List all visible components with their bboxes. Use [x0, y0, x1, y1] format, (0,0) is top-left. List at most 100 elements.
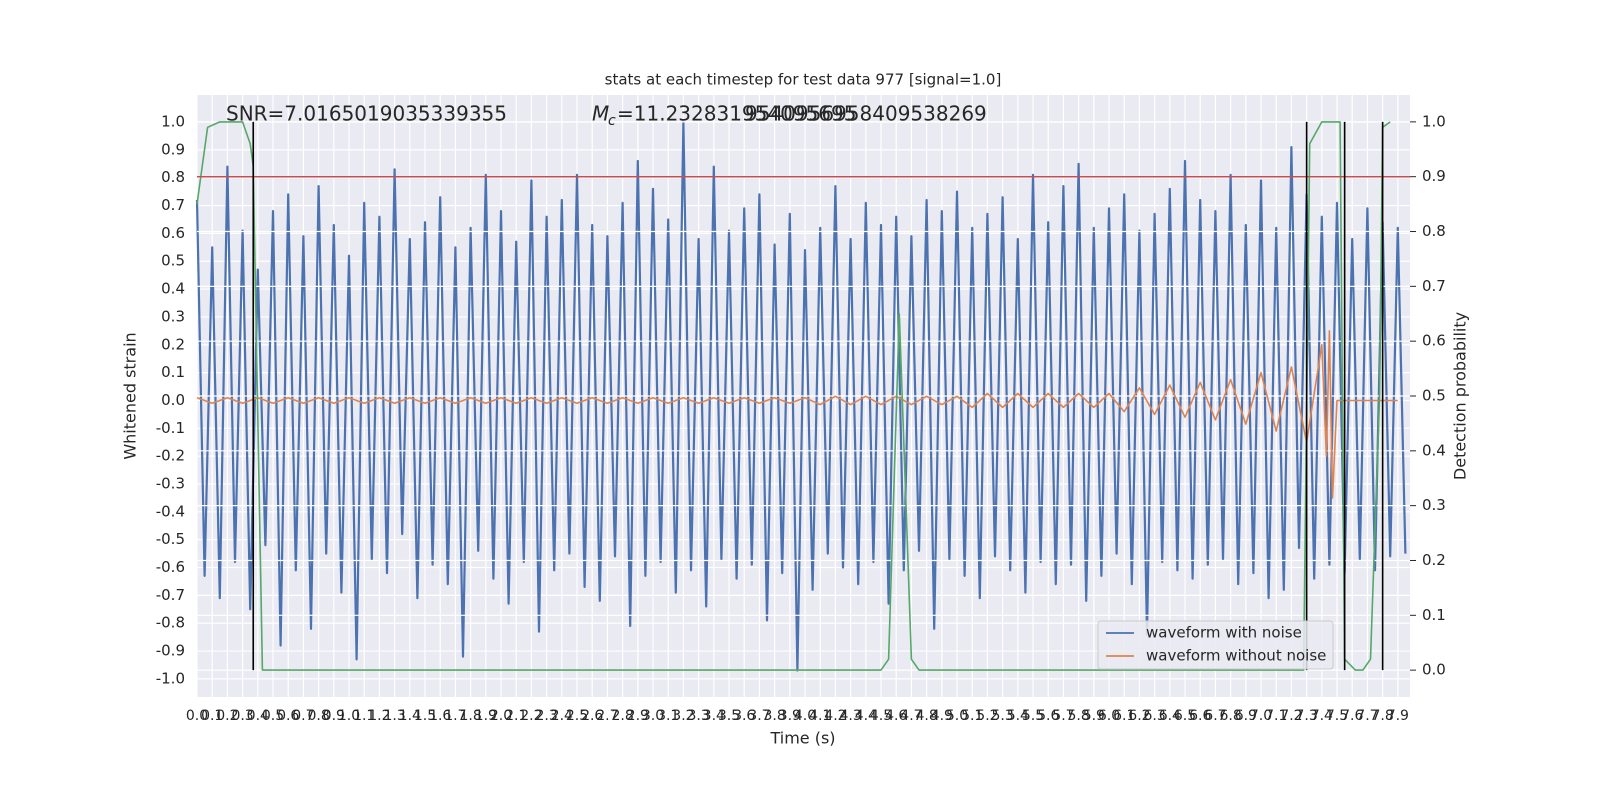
y2-tick-label: 0.7 — [1422, 277, 1446, 295]
x-tick-label: 5.4 — [1007, 708, 1029, 724]
x-tick-label: 2.7 — [596, 708, 618, 724]
y-tick-label: 0.8 — [161, 168, 185, 186]
x-tick-label: 3.7 — [748, 708, 770, 724]
x-tick-label: 5.8 — [1067, 708, 1089, 724]
legend-label: waveform with noise — [1146, 624, 1302, 642]
x-tick-label: 3.6 — [733, 708, 755, 724]
x-tick-label: 7.8 — [1372, 708, 1394, 724]
x-tick-label: 6.0 — [1098, 708, 1120, 724]
y-axis-label: Whitened strain — [121, 332, 140, 459]
y-tick-label: -0.5 — [156, 530, 185, 548]
y2-tick-label: 1.0 — [1422, 112, 1446, 130]
x-tick-label: 2.4 — [551, 708, 573, 724]
y-tick-label: 0.2 — [161, 335, 185, 353]
y-tick-label: 1.0 — [161, 113, 185, 131]
x-tick-label: 2.8 — [611, 708, 633, 724]
x-tick-label: 0.0 — [186, 708, 208, 724]
y-tick-label: 0.9 — [161, 140, 185, 158]
y-tick-label: 0.6 — [161, 224, 185, 242]
y-tick-label: 0.5 — [161, 252, 185, 270]
legend-box — [1097, 620, 1334, 670]
x-tick-label: 7.0 — [1250, 708, 1272, 724]
x-tick-label: 0.8 — [307, 708, 329, 724]
x-tick-label: 5.6 — [1037, 708, 1059, 724]
y-tick-label: 0.0 — [161, 391, 185, 409]
y-tick-label: 0.3 — [161, 307, 185, 325]
x-axis-label: Time (s) — [769, 729, 835, 748]
x-tick-label: 2.5 — [566, 708, 588, 724]
x-tick-label: 7.5 — [1326, 708, 1348, 724]
x-tick-label: 0.7 — [292, 708, 314, 724]
annotation: SNR=7.0165019035339355 — [226, 102, 507, 126]
x-tick-label: 5.9 — [1083, 708, 1105, 724]
x-tick-label: 7.7 — [1356, 708, 1378, 724]
x-tick-label: 6.1 — [1113, 708, 1135, 724]
chart-title: stats at each timestep for test data 977… — [605, 71, 1002, 89]
y-tick-label: -0.4 — [156, 502, 185, 520]
x-tick-label: 3.4 — [703, 708, 725, 724]
x-tick-label: 4.6 — [885, 708, 907, 724]
annotation: =11.232831954095695 — [617, 102, 856, 126]
x-tick-label: 1.5 — [414, 708, 436, 724]
y2-tick-label: 0.5 — [1422, 387, 1446, 405]
x-tick-label: 4.3 — [839, 708, 861, 724]
series-line — [195, 120, 1407, 672]
y-tick-label: -0.1 — [156, 419, 185, 437]
x-tick-label: 1.9 — [475, 708, 497, 724]
x-tick-label: 0.4 — [247, 708, 269, 724]
x-tick-label: 6.2 — [1128, 708, 1150, 724]
y-tick-label: -0.3 — [156, 474, 185, 492]
y-tick-label: -0.2 — [156, 447, 185, 465]
y2-tick-label: 0.6 — [1422, 332, 1446, 350]
x-tick-label: 1.8 — [459, 708, 481, 724]
x-tick-label: 4.1 — [809, 708, 831, 724]
x-tick-label: 1.0 — [338, 708, 360, 724]
x-tick-label: 3.1 — [657, 708, 679, 724]
y-tick-label: -0.9 — [156, 642, 185, 660]
x-tick-label: 0.6 — [277, 708, 299, 724]
x-tick-label: 6.9 — [1235, 708, 1257, 724]
y-tick-label: -0.6 — [156, 558, 185, 576]
x-tick-label: 0.3 — [231, 708, 253, 724]
x-tick-label: 5.5 — [1022, 708, 1044, 724]
x-tick-label: 2.3 — [535, 708, 557, 724]
x-tick-label: 2.1 — [505, 708, 527, 724]
x-tick-label: 4.8 — [915, 708, 937, 724]
y-tick-label: 0.4 — [161, 280, 185, 298]
x-tick-label: 3.3 — [687, 708, 709, 724]
x-tick-label: 4.0 — [794, 708, 816, 724]
x-tick-label: 1.6 — [429, 708, 451, 724]
annotation-subscript: c — [608, 113, 616, 129]
x-tick-label: 4.9 — [931, 708, 953, 724]
x-tick-label: 6.8 — [1220, 708, 1242, 724]
x-tick-label: 7.3 — [1296, 708, 1318, 724]
x-tick-label: 0.1 — [201, 708, 223, 724]
x-tick-label: 1.4 — [399, 708, 421, 724]
x-tick-label: 2.2 — [520, 708, 542, 724]
mark-layer — [195, 120, 1410, 672]
x-tick-label: 6.4 — [1159, 708, 1181, 724]
x-tick-label: 4.7 — [900, 708, 922, 724]
x-tick-label: 3.8 — [763, 708, 785, 724]
x-tick-label: 4.4 — [855, 708, 877, 724]
x-tick-label: 0.5 — [262, 708, 284, 724]
x-tick-label: 7.1 — [1265, 708, 1287, 724]
x-tick-label: 3.9 — [779, 708, 801, 724]
y2-tick-label: 0.2 — [1422, 551, 1446, 569]
x-tick-label: 5.0 — [946, 708, 968, 724]
x-tick-label: 2.0 — [490, 708, 512, 724]
x-tick-label: 0.2 — [216, 708, 238, 724]
annotation: 9540956958409538269 — [745, 102, 987, 126]
x-tick-label: 2.9 — [627, 708, 649, 724]
y2-tick-label: 0.4 — [1422, 441, 1446, 459]
x-tick-label: 2.6 — [581, 708, 603, 724]
series-line — [196, 330, 1398, 499]
x-tick-label: 6.3 — [1143, 708, 1165, 724]
x-tick-label: 1.7 — [444, 708, 466, 724]
y2-tick-label: 0.0 — [1422, 661, 1446, 679]
legend-label: waveform without noise — [1146, 647, 1326, 665]
x-tick-label: 1.3 — [383, 708, 405, 724]
y-tick-label: 0.1 — [161, 363, 185, 381]
y2-tick-label: 0.3 — [1422, 496, 1446, 514]
